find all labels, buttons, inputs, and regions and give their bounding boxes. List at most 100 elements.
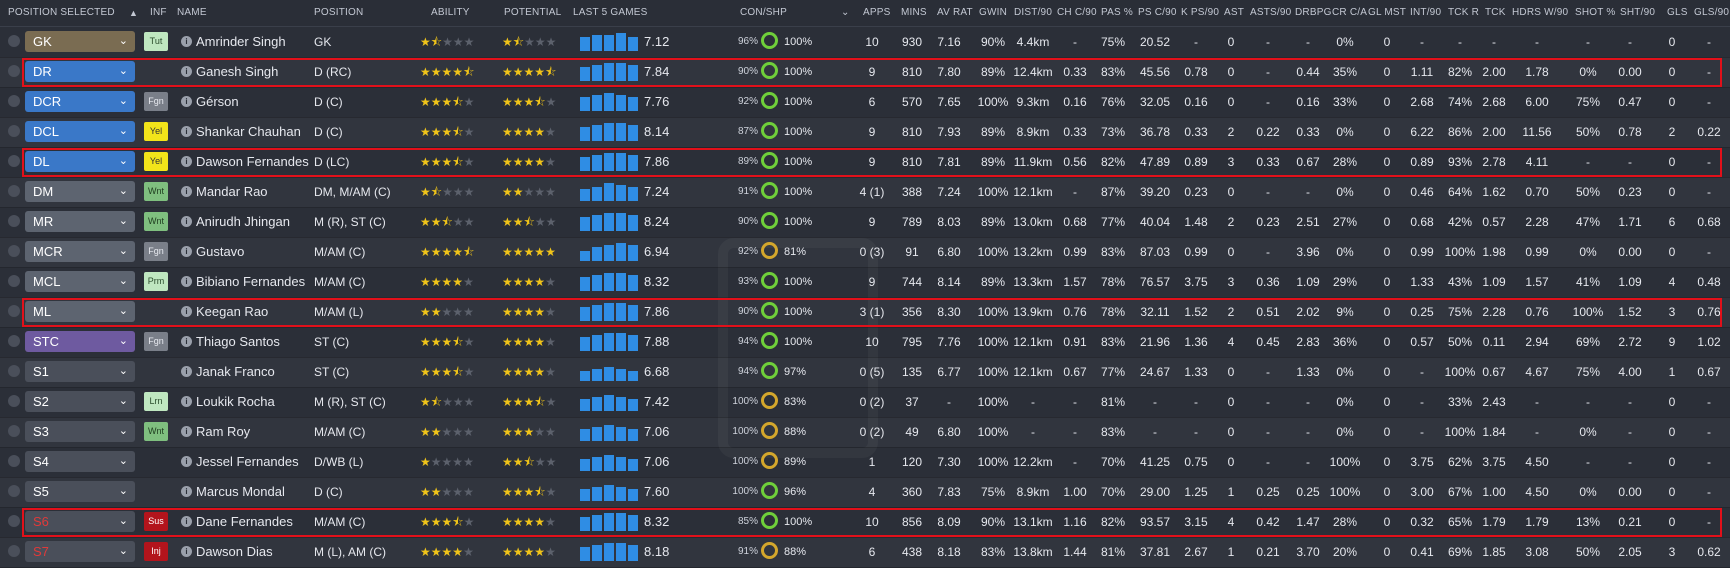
player-info-icon[interactable]: i xyxy=(181,336,192,347)
position-selected-dropdown[interactable]: STC ⌄ xyxy=(25,331,135,352)
player-info-icon[interactable]: i xyxy=(181,36,192,47)
header-psc[interactable]: PS C/90 xyxy=(1138,7,1177,18)
header-inf[interactable]: INF xyxy=(150,7,167,18)
position-selected-dropdown[interactable]: S6 ⌄ xyxy=(25,511,135,532)
header-int[interactable]: INT/90 xyxy=(1410,7,1442,18)
header-last5[interactable]: LAST 5 GAMES xyxy=(573,7,648,18)
position-selected-dropdown[interactable]: S5 ⌄ xyxy=(25,481,135,502)
table-row[interactable]: DCL ⌄ Yel i Shankar Chauhan D (C) ★★★⯪★ ★★★★★ 8.… xyxy=(0,117,1730,148)
player-name[interactable]: Bibiano Fernandes xyxy=(196,274,306,289)
table-row[interactable]: STC ⌄ Fgn i Thiago Santos ST (C) ★★★⯪★ ★★★★★ 7.8… xyxy=(0,327,1730,358)
player-info-icon[interactable]: i xyxy=(181,246,192,257)
table-row[interactable]: MCL ⌄ Prm i Bibiano Fernandes M/AM (C) ★★★★★ ★★… xyxy=(0,267,1730,298)
header-conshp[interactable]: CON/SHP xyxy=(740,7,787,18)
table-row[interactable]: S6 ⌄ Sus i Dane Fernandes M/AM (C) ★★★⯪★ ★★★★★ 8… xyxy=(0,507,1730,538)
player-info-icon[interactable]: i xyxy=(181,306,192,317)
position-selected-dropdown[interactable]: S2 ⌄ xyxy=(25,391,135,412)
row-select-checkbox[interactable] xyxy=(8,515,20,527)
sort-arrow-icon[interactable]: ▲ xyxy=(129,8,139,18)
player-name[interactable]: Janak Franco xyxy=(196,364,275,379)
header-gls[interactable]: GLS xyxy=(1667,7,1688,18)
row-select-checkbox[interactable] xyxy=(8,245,20,257)
header-sht[interactable]: SHT/90 xyxy=(1620,7,1656,18)
player-info-icon[interactable]: i xyxy=(181,396,192,407)
header-position-selected[interactable]: POSITION SELECTED xyxy=(8,7,115,18)
row-select-checkbox[interactable] xyxy=(8,185,20,197)
row-select-checkbox[interactable] xyxy=(8,95,20,107)
player-info-icon[interactable]: i xyxy=(181,546,192,557)
player-name[interactable]: Dawson Dias xyxy=(196,544,273,559)
header-gwin[interactable]: GWIN xyxy=(979,7,1008,18)
table-row[interactable]: S5 ⌄ i Marcus Mondal D (C) ★★★★★ ★★★⯪★ 7.60 100%… xyxy=(0,477,1730,508)
table-row[interactable]: MR ⌄ Wnt i Anirudh Jhingan M (R), ST (C) ★★⯪★★… xyxy=(0,207,1730,238)
header-position[interactable]: POSITION xyxy=(314,7,364,18)
row-select-checkbox[interactable] xyxy=(8,455,20,467)
header-kps[interactable]: K PS/90 xyxy=(1181,7,1220,18)
position-selected-dropdown[interactable]: S4 ⌄ xyxy=(25,451,135,472)
position-selected-dropdown[interactable]: S1 ⌄ xyxy=(25,361,135,382)
table-row[interactable]: S7 ⌄ Inj i Dawson Dias M (L), AM (C) ★★★★★ ★★★★… xyxy=(0,537,1730,568)
player-name[interactable]: Ganesh Singh xyxy=(196,64,279,79)
position-selected-dropdown[interactable]: MCR ⌄ xyxy=(25,241,135,262)
row-select-checkbox[interactable] xyxy=(8,545,20,557)
header-tck[interactable]: TCK xyxy=(1485,7,1506,18)
player-info-icon[interactable]: i xyxy=(181,186,192,197)
player-name[interactable]: Dawson Fernandes xyxy=(196,154,309,169)
row-select-checkbox[interactable] xyxy=(8,65,20,77)
header-dist[interactable]: DIST/90 xyxy=(1014,7,1053,18)
player-info-icon[interactable]: i xyxy=(181,66,192,77)
header-potential[interactable]: POTENTIAL xyxy=(504,7,562,18)
header-asts[interactable]: ASTS/90 xyxy=(1250,7,1292,18)
table-row[interactable]: ML ⌄ i Keegan Rao M/AM (L) ★★★★★ ★★★★★ 7.86 90% 1… xyxy=(0,297,1730,328)
position-selected-dropdown[interactable]: DCR ⌄ xyxy=(25,91,135,112)
player-info-icon[interactable]: i xyxy=(181,276,192,287)
header-pas[interactable]: PAS % xyxy=(1101,7,1133,18)
header-name[interactable]: NAME xyxy=(177,7,207,18)
player-info-icon[interactable]: i xyxy=(181,486,192,497)
header-ast[interactable]: AST xyxy=(1224,7,1245,18)
table-row[interactable]: S4 ⌄ i Jessel Fernandes D/WB (L) ★★★★★ ★★⯪★★ 7.… xyxy=(0,447,1730,478)
row-select-checkbox[interactable] xyxy=(8,125,20,137)
row-select-checkbox[interactable] xyxy=(8,425,20,437)
player-name[interactable]: Ram Roy xyxy=(196,424,251,439)
player-info-icon[interactable]: i xyxy=(181,216,192,227)
header-crca[interactable]: CR C/A xyxy=(1332,7,1368,18)
table-row[interactable]: DL ⌄ Yel i Dawson Fernandes D (LC) ★★★⯪★ ★★★★★ 7… xyxy=(0,147,1730,178)
player-name[interactable]: Amrinder Singh xyxy=(196,34,286,49)
player-info-icon[interactable]: i xyxy=(181,366,192,377)
player-name[interactable]: Anirudh Jhingan xyxy=(196,214,290,229)
table-row[interactable]: DCR ⌄ Fgn i Gérson D (C) ★★★⯪★ ★★★⯪★ 7.76 92% 100%… xyxy=(0,87,1730,118)
position-selected-dropdown[interactable]: MR ⌄ xyxy=(25,211,135,232)
row-select-checkbox[interactable] xyxy=(8,35,20,47)
table-row[interactable]: S2 ⌄ Lrn i Loukik Rocha M (R), ST (C) ★⯪★★★ ★★★… xyxy=(0,387,1730,418)
header-mins[interactable]: MINS xyxy=(901,7,927,18)
row-select-checkbox[interactable] xyxy=(8,275,20,287)
position-selected-dropdown[interactable]: S7 ⌄ xyxy=(25,541,135,562)
column-menu-chevron-icon[interactable]: ⌄ xyxy=(841,7,850,18)
player-name[interactable]: Thiago Santos xyxy=(196,334,280,349)
header-chc[interactable]: CH C/90 xyxy=(1057,7,1097,18)
row-select-checkbox[interactable] xyxy=(8,215,20,227)
table-row[interactable]: DR ⌄ i Ganesh Singh D (RC) ★★★★⯪ ★★★★⯪ 7.84 90% 1… xyxy=(0,57,1730,88)
table-row[interactable]: DM ⌄ Wnt i Mandar Rao DM, M/AM (C) ★⯪★★★ ★★★★★ 7… xyxy=(0,177,1730,208)
row-select-checkbox[interactable] xyxy=(8,335,20,347)
table-row[interactable]: MCR ⌄ Fgn i Gustavo M/AM (C) ★★★★⯪ ★★★★★ 6.94 92%… xyxy=(0,237,1730,268)
table-row[interactable]: S1 ⌄ i Janak Franco ST (C) ★★★⯪★ ★★★★★ 6.68 94% 9… xyxy=(0,357,1730,388)
player-name[interactable]: Mandar Rao xyxy=(196,184,268,199)
position-selected-dropdown[interactable]: DM ⌄ xyxy=(25,181,135,202)
header-glmst[interactable]: GL MST xyxy=(1368,7,1407,18)
player-info-icon[interactable]: i xyxy=(181,96,192,107)
position-selected-dropdown[interactable]: DR ⌄ xyxy=(25,61,135,82)
player-name[interactable]: Loukik Rocha xyxy=(196,394,275,409)
player-name[interactable]: Shankar Chauhan xyxy=(196,124,301,139)
player-info-icon[interactable]: i xyxy=(181,126,192,137)
header-tckr[interactable]: TCK R xyxy=(1448,7,1479,18)
row-select-checkbox[interactable] xyxy=(8,305,20,317)
table-row[interactable]: GK ⌄ Tut i Amrinder Singh GK ★⯪★★★ ★⯪★★★ 7.12 96%… xyxy=(0,27,1730,58)
player-info-icon[interactable]: i xyxy=(181,456,192,467)
player-name[interactable]: Jessel Fernandes xyxy=(196,454,299,469)
position-selected-dropdown[interactable]: GK ⌄ xyxy=(25,31,135,52)
player-name[interactable]: Gustavo xyxy=(196,244,245,259)
player-name[interactable]: Dane Fernandes xyxy=(196,514,293,529)
player-name[interactable]: Gérson xyxy=(196,94,239,109)
